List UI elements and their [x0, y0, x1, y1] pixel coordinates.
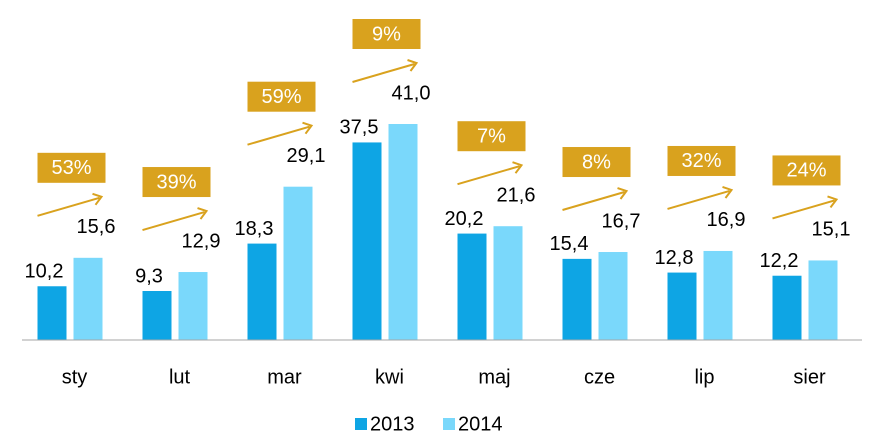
bar — [142, 291, 172, 340]
arrow — [772, 199, 835, 220]
annotation-box — [37, 152, 106, 183]
x-tick-label: sty — [62, 366, 88, 388]
arrow — [37, 196, 100, 217]
x-tick-label: lip — [694, 366, 714, 388]
value-label: 9,3 — [135, 265, 163, 287]
legend-label: 2014 — [458, 413, 503, 435]
value-label: 15,4 — [550, 233, 589, 255]
bar — [73, 257, 103, 340]
annotation-box — [247, 81, 316, 112]
annotation-box — [457, 121, 526, 152]
bar — [562, 258, 592, 340]
value-label: 20,2 — [445, 208, 484, 230]
arrow-head — [197, 207, 209, 220]
value-label: 16,9 — [707, 209, 746, 231]
annotation: 53% — [51, 157, 91, 179]
arrow — [247, 125, 310, 146]
arrow-head — [92, 192, 104, 206]
annotation: 39% — [156, 171, 196, 193]
annotation-box — [142, 167, 211, 198]
annotation-box — [352, 19, 421, 49]
arrow-head — [407, 59, 419, 72]
bar — [178, 272, 208, 340]
x-tick-label: kwi — [375, 366, 404, 388]
annotation-box — [772, 155, 841, 186]
value-label: 16,7 — [602, 210, 641, 232]
annotation: 8% — [582, 151, 611, 173]
bar — [37, 286, 67, 340]
value-label: 12,8 — [655, 247, 694, 269]
arrow-head — [722, 186, 734, 199]
bar — [388, 124, 418, 340]
x-tick-label: lut — [169, 366, 191, 388]
value-label: 10,2 — [25, 261, 64, 283]
value-label: 41,0 — [392, 82, 431, 104]
value-label: 15,6 — [77, 216, 116, 238]
bar — [808, 260, 838, 340]
bar — [493, 226, 523, 340]
x-tick-label: sier — [793, 366, 826, 388]
arrow — [667, 190, 730, 210]
value-label: 15,1 — [812, 219, 851, 241]
arrow — [457, 165, 520, 186]
value-label: 12,9 — [182, 230, 221, 252]
legend-swatch — [355, 418, 367, 430]
arrow — [562, 191, 625, 211]
annotation-box — [562, 147, 631, 178]
arrow-head — [827, 195, 839, 209]
annotation: 24% — [786, 160, 826, 182]
arrow — [352, 63, 415, 83]
bar — [352, 142, 382, 340]
annotation: 7% — [477, 125, 506, 147]
x-tick-label: mar — [267, 366, 302, 388]
annotation: 59% — [261, 86, 301, 108]
arrow-head — [512, 161, 524, 174]
legend-swatch — [443, 418, 455, 430]
x-tick-label: maj — [478, 366, 510, 388]
value-label: 29,1 — [287, 145, 326, 167]
value-label: 18,3 — [235, 218, 274, 240]
arrow-head — [302, 121, 314, 135]
bar — [772, 275, 802, 340]
value-label: 12,2 — [760, 250, 799, 272]
value-label: 37,5 — [340, 117, 379, 139]
bar — [703, 250, 733, 340]
legend-label: 2013 — [370, 413, 415, 435]
bar — [247, 243, 277, 340]
arrow-head — [617, 187, 629, 200]
bar — [457, 233, 487, 340]
bar — [667, 272, 697, 340]
bar — [598, 252, 628, 340]
value-label: 21,6 — [497, 184, 536, 206]
annotation: 32% — [681, 150, 721, 172]
bar — [283, 186, 313, 340]
x-tick-label: cze — [584, 366, 615, 388]
arrow — [142, 211, 205, 231]
annotation-box — [667, 145, 736, 176]
annotation: 9% — [372, 23, 401, 45]
